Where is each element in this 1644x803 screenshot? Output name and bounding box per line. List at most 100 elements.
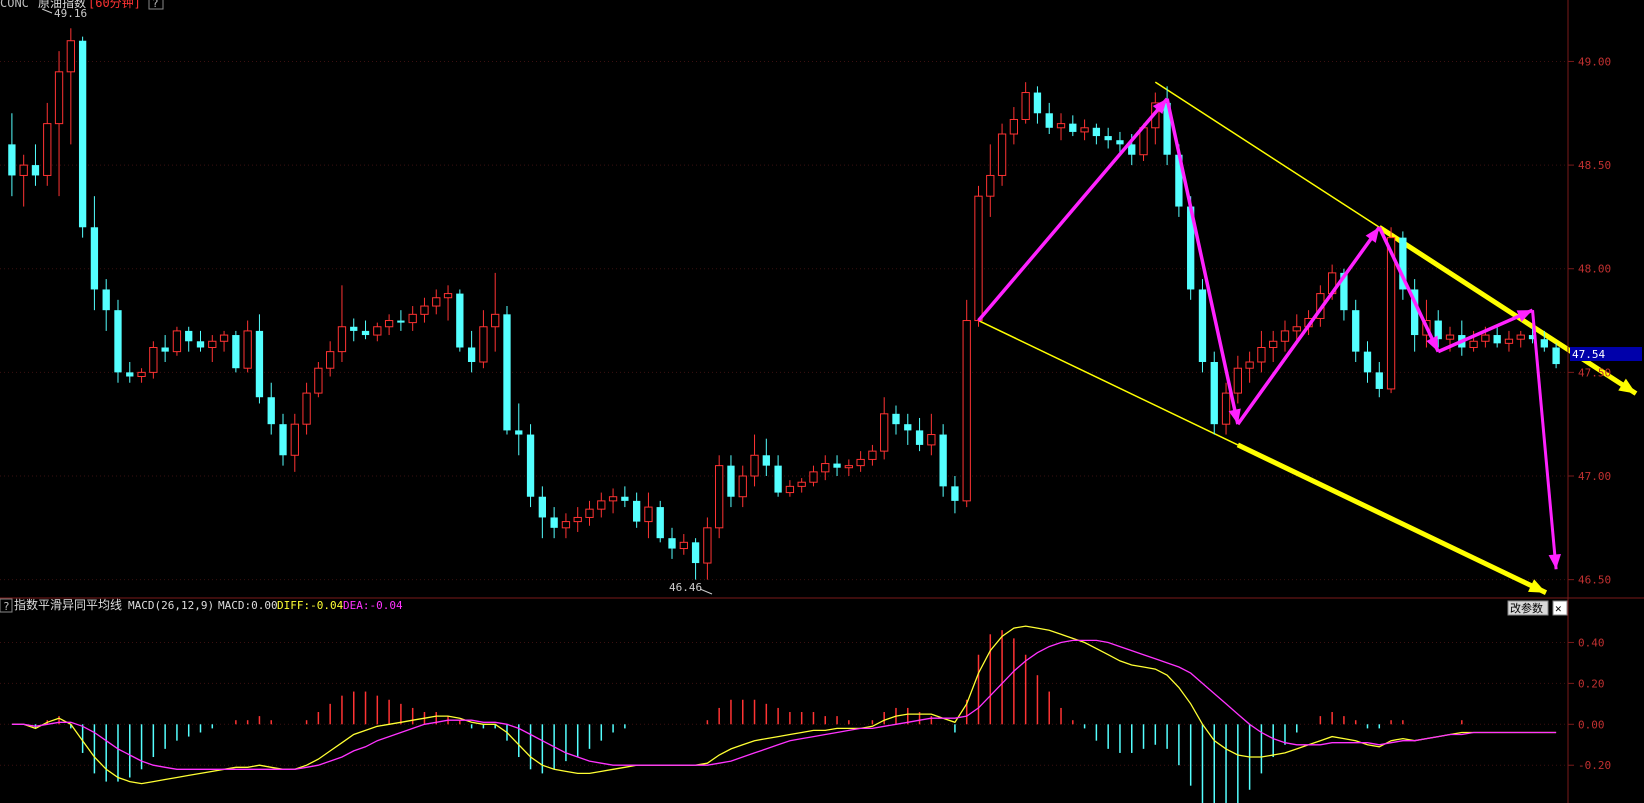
candle-body xyxy=(1399,237,1407,290)
candle-body xyxy=(279,424,287,456)
diff-value: DIFF:-0.04 xyxy=(277,599,344,612)
macd-value: MACD:0.00 xyxy=(218,599,278,612)
candle-body xyxy=(90,227,99,290)
candle-body xyxy=(326,351,335,369)
macd-help-button[interactable] xyxy=(0,598,13,613)
candle-body xyxy=(1516,334,1525,340)
candle-body xyxy=(1410,289,1419,336)
channel-lines xyxy=(978,81,1638,595)
candle-body xyxy=(243,330,252,369)
candle-body xyxy=(915,430,924,445)
candle-body xyxy=(1469,340,1478,348)
candle-body xyxy=(1009,118,1019,135)
candle-body xyxy=(1187,206,1195,290)
wave-arrow xyxy=(1236,226,1381,426)
candle-body xyxy=(986,174,995,197)
candle-body xyxy=(691,542,700,564)
candle-body xyxy=(904,424,912,431)
modify-params-button[interactable] xyxy=(1507,600,1549,616)
wave-arrow xyxy=(1165,98,1240,425)
help-button[interactable] xyxy=(148,0,164,10)
macd-help-label: ? xyxy=(3,600,10,613)
candle-body xyxy=(1352,310,1360,352)
candle-body xyxy=(856,458,865,467)
candle-body xyxy=(219,334,229,342)
candle-body xyxy=(19,164,28,176)
candle-body xyxy=(1481,334,1490,342)
lower-channel-arrow-head xyxy=(1528,579,1546,593)
candle-body xyxy=(408,313,417,324)
candle-body xyxy=(515,430,523,435)
candle-body xyxy=(1069,123,1077,132)
macd-indicator-name: 指数平滑异同平均线 xyxy=(14,597,122,612)
lower-channel-line xyxy=(978,319,1239,446)
price-axis: 49.00 48.50 48.00 47.50 47.00 46.50 xyxy=(1568,55,1611,587)
candle-body xyxy=(1210,362,1218,425)
candle-body xyxy=(1292,326,1301,332)
candle-body xyxy=(1092,127,1101,137)
candle-body xyxy=(384,320,394,328)
price-tick-label: 49.00 xyxy=(1578,55,1611,68)
candle-body xyxy=(1163,102,1171,155)
candle-body xyxy=(479,326,488,363)
wave-arrow-head xyxy=(1228,408,1241,425)
candle-body xyxy=(1175,154,1183,207)
candle-body xyxy=(727,465,735,497)
candle-body xyxy=(703,527,712,564)
candle-body xyxy=(1116,140,1124,145)
candle-body xyxy=(785,485,795,494)
candle-body xyxy=(456,293,464,348)
macd-tick-label: 0.40 xyxy=(1578,636,1605,649)
candle-body xyxy=(797,481,806,487)
candle-body xyxy=(1445,334,1455,340)
price-grid xyxy=(0,60,1568,581)
candle-body xyxy=(350,326,358,331)
candle-body xyxy=(974,195,983,322)
candle-body xyxy=(1221,392,1231,425)
candle-body xyxy=(185,330,193,342)
candle-body xyxy=(597,500,606,510)
candle-body xyxy=(337,326,347,353)
candle-body xyxy=(302,392,311,425)
candle-body xyxy=(161,347,169,352)
candle-body xyxy=(1080,127,1089,133)
candle-body xyxy=(868,450,877,460)
close-macd-button[interactable] xyxy=(1552,600,1568,616)
low-price-label: 46.46 xyxy=(669,581,702,594)
candle-body xyxy=(208,340,217,348)
candle-body xyxy=(750,454,759,477)
upper-channel-arrow-head xyxy=(1618,378,1636,394)
candle-body xyxy=(715,465,724,529)
candle-body xyxy=(1280,330,1290,342)
candle-body xyxy=(78,40,87,228)
close-icon: ✕ xyxy=(1555,602,1562,615)
candle-body xyxy=(8,144,16,176)
candle-body xyxy=(880,413,889,452)
candle-body xyxy=(1340,272,1348,311)
period-label: [60分钟] xyxy=(88,0,141,10)
modify-params-label: 改参数 xyxy=(1510,601,1543,615)
candle-body xyxy=(1128,144,1136,155)
trend-arrows xyxy=(977,97,1561,570)
wave-arrow-head xyxy=(1548,554,1561,570)
candle-body xyxy=(738,475,747,498)
candle-body xyxy=(1528,335,1537,340)
candle-body xyxy=(644,506,653,523)
candle-body xyxy=(43,123,52,176)
last-price-tag xyxy=(1570,347,1642,361)
candle-body xyxy=(290,423,299,456)
macd-params: MACD(26,12,9) xyxy=(128,599,214,612)
candle-body xyxy=(172,330,182,353)
candle-body xyxy=(196,341,205,348)
candle-body xyxy=(1257,346,1266,363)
macd-tick-label: 0.00 xyxy=(1578,718,1605,731)
candle-body xyxy=(585,508,594,518)
candle-body xyxy=(1434,320,1442,340)
candle-body xyxy=(66,40,75,73)
diff-line xyxy=(11,625,1557,785)
candle-body xyxy=(267,397,275,425)
candle-body xyxy=(1056,123,1066,129)
candle-body xyxy=(255,330,264,398)
candle-body xyxy=(1363,351,1372,373)
candle-body xyxy=(1375,372,1383,389)
